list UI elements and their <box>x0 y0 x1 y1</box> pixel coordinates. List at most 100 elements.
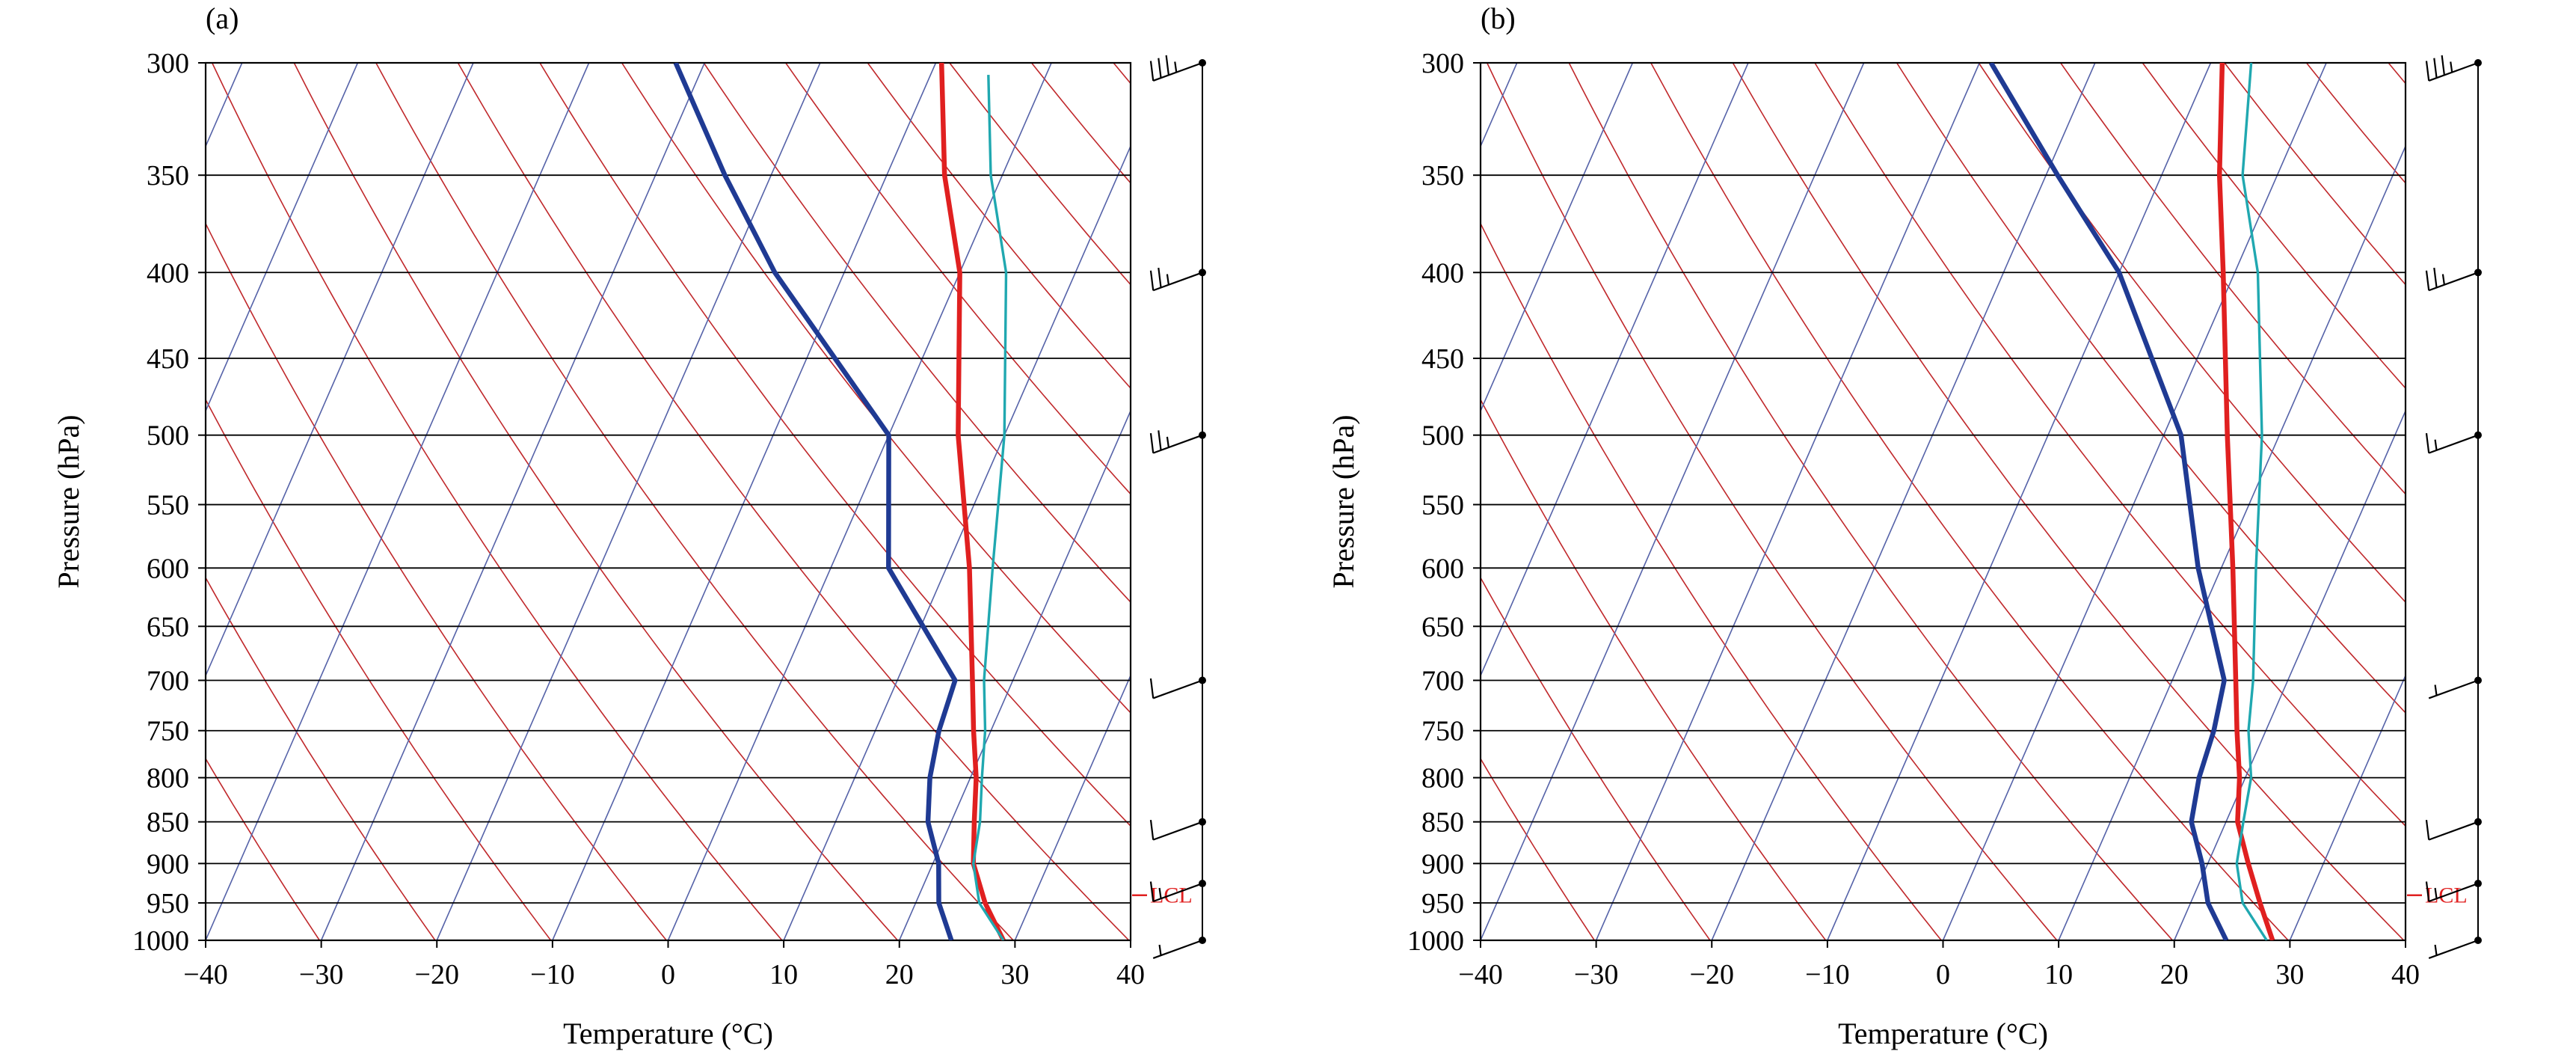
dry-adiabat-line <box>2224 63 2406 286</box>
isotherm-line <box>436 63 821 940</box>
isotherm-line <box>1595 63 1980 940</box>
x-tick-label: 0 <box>661 959 675 990</box>
profile-curves <box>1988 63 2275 940</box>
isotherm-line <box>206 63 590 940</box>
dry-adiabat-line <box>1030 63 1131 184</box>
profile-curves <box>673 63 1008 940</box>
y-tick-label: 1000 <box>132 925 189 957</box>
wind-barb <box>1149 818 1206 841</box>
x-tick-label: 10 <box>2044 959 2073 990</box>
temperature-curve <box>2216 63 2275 940</box>
dry-adiabat-line <box>206 222 667 940</box>
dry-adiabat-line <box>1568 63 2173 940</box>
dry-adiabat-line <box>539 63 1131 827</box>
y-tick-label: 800 <box>1421 763 1464 794</box>
wind-barb <box>2425 431 2482 454</box>
x-tick-label: 30 <box>1000 959 1029 990</box>
dry-adiabat-line <box>2471 63 2576 940</box>
dry-adiabat-line <box>1113 63 1131 85</box>
dry-adiabat-line <box>457 63 1130 940</box>
isotherm-line <box>783 144 1131 940</box>
isotherm-line <box>1481 63 1634 413</box>
dry-adiabat-line <box>1851 63 2576 940</box>
dry-adiabat-line <box>785 63 1131 495</box>
panel-label: (b) <box>1481 1 1516 35</box>
isotherm-line <box>671 63 1055 940</box>
y-tick-label: 300 <box>1421 48 1464 79</box>
wind-barb <box>1149 267 1206 292</box>
y-tick-label: 1000 <box>1407 925 1464 957</box>
y-tick-label: 350 <box>1421 160 1464 192</box>
isotherm-line <box>552 63 937 940</box>
plot-frame <box>204 61 1132 942</box>
wind-barb <box>1149 430 1206 454</box>
isotherm-line <box>1481 63 1865 940</box>
y-tick-label: 850 <box>1421 807 1464 839</box>
x-tick-label: 20 <box>885 959 914 990</box>
wind-barb <box>1149 880 1206 903</box>
wind-barb <box>1152 937 1206 959</box>
dry-adiabat-line <box>1481 222 1942 940</box>
dry-adiabat-line <box>2060 63 2406 495</box>
dry-adiabat-line <box>1481 757 1595 940</box>
isotherm-line <box>1711 63 2096 940</box>
dry-adiabat-line <box>1814 63 2406 827</box>
background-lines <box>0 63 2576 940</box>
wind-barb <box>2425 818 2482 841</box>
y-axis-label: Pressure (hPa) <box>52 414 85 588</box>
wind-barb <box>1149 55 1206 82</box>
x-tick-label: −40 <box>183 959 227 990</box>
x-tick-label: 0 <box>1936 959 1950 990</box>
y-tick-label: 800 <box>147 763 189 794</box>
x-tick-label: −30 <box>299 959 343 990</box>
y-tick-label: 550 <box>147 490 189 521</box>
panel-label: (a) <box>206 1 239 35</box>
dry-adiabat-line <box>949 63 1131 286</box>
y-tick-label: 950 <box>1421 888 1464 919</box>
isotherm-line <box>2058 144 2406 940</box>
y-tick-label: 650 <box>147 611 189 643</box>
dry-adiabat-line <box>1441 63 2516 940</box>
x-axis-label: Temperature (°C) <box>563 1017 773 1050</box>
dry-adiabat-line <box>293 63 898 940</box>
isotherm-line <box>1827 63 2212 940</box>
y-tick-label: 700 <box>147 666 189 697</box>
x-tick-label: −30 <box>1574 959 1618 990</box>
x-tick-label: −20 <box>415 959 459 990</box>
isotherm-line <box>206 63 359 413</box>
wind-barb <box>2428 937 2482 959</box>
y-tick-label: 600 <box>1421 553 1464 584</box>
y-tick-label: 350 <box>147 160 189 192</box>
isotherm-line <box>1942 63 2327 940</box>
dry-adiabat-line <box>1978 63 2406 604</box>
y-tick-label: 400 <box>147 257 189 289</box>
wind-barb <box>2425 267 2482 292</box>
dewpoint-curve <box>673 63 958 940</box>
isotherm-line <box>903 63 1286 940</box>
x-tick-label: −10 <box>530 959 574 990</box>
y-tick-label: 950 <box>147 888 189 919</box>
wind-barb <box>2425 55 2482 82</box>
isotherm-line <box>0 63 10 940</box>
isotherm-line <box>787 63 1170 940</box>
dry-adiabat-line <box>1769 63 2576 940</box>
x-tick-label: −40 <box>1458 959 1502 990</box>
y-tick-label: 750 <box>147 716 189 747</box>
dry-adiabat-line <box>1605 63 2576 940</box>
dry-adiabat-line <box>1481 398 1827 940</box>
x-tick-label: 40 <box>2391 959 2420 990</box>
y-tick-label: 650 <box>1421 611 1464 643</box>
dry-adiabat-line <box>1486 63 2058 940</box>
y-tick-label: 900 <box>147 848 189 880</box>
dry-adiabat-line <box>1933 63 2576 940</box>
dry-adiabat-line <box>867 63 1131 390</box>
wind-barb <box>2425 880 2482 903</box>
dry-adiabat-line <box>2552 63 2576 940</box>
dry-adiabat-line <box>206 398 552 940</box>
isotherm-line <box>1014 674 1131 940</box>
isotherm-line <box>320 63 705 940</box>
x-tick-label: 20 <box>2160 959 2189 990</box>
y-tick-label: 300 <box>147 48 189 79</box>
